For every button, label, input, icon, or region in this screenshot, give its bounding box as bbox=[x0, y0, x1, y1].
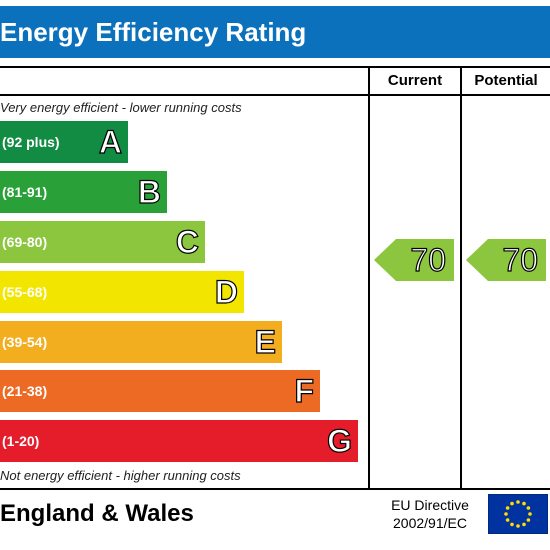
eu-star bbox=[505, 506, 510, 510]
column-header-current: Current bbox=[387, 72, 443, 89]
eu-flag-icon bbox=[488, 494, 548, 534]
rating-table bbox=[0, 66, 550, 490]
band-letter: C bbox=[175, 223, 199, 260]
column-divider-potential bbox=[460, 66, 462, 490]
note-efficient: Very energy efficient - lower running co… bbox=[0, 100, 242, 115]
eu-star bbox=[522, 501, 526, 506]
eu-star bbox=[505, 518, 510, 522]
eu-star bbox=[522, 522, 526, 527]
page-title: Energy Efficiency Rating bbox=[0, 17, 307, 47]
eu-directive-line2: 2002/91/EC bbox=[393, 515, 467, 531]
potential-rating-value: 70 bbox=[502, 241, 539, 278]
eu-directive-line1: EU Directive bbox=[391, 497, 469, 513]
band-g: (1-20) G bbox=[0, 420, 358, 462]
band-range: (81-91) bbox=[2, 184, 48, 200]
note-inefficient: Not energy efficient - higher running co… bbox=[0, 468, 241, 483]
eu-star bbox=[528, 512, 532, 516]
rating-header: Energy Efficiency Rating bbox=[0, 6, 550, 58]
eu-star bbox=[510, 522, 514, 527]
band-letter: E bbox=[254, 323, 277, 360]
eu-star bbox=[504, 512, 508, 516]
band-letter: A bbox=[98, 123, 122, 160]
band-range: (1-20) bbox=[2, 433, 40, 449]
band-range: (55-68) bbox=[2, 284, 48, 300]
band-letter: D bbox=[214, 273, 238, 310]
current-rating-value: 70 bbox=[410, 241, 447, 278]
band-letter: B bbox=[137, 173, 161, 210]
column-header-potential: Potential bbox=[474, 72, 538, 89]
footer-region: England & Wales bbox=[0, 500, 194, 527]
eu-star bbox=[510, 501, 514, 506]
eu-directive: EU Directive 2002/91/EC bbox=[372, 496, 488, 532]
band-c: (69-80) C bbox=[0, 221, 205, 263]
column-divider-current bbox=[368, 66, 370, 490]
eu-star bbox=[516, 500, 520, 504]
band-d: (55-68) D bbox=[0, 271, 244, 313]
band-range: (92 plus) bbox=[2, 134, 60, 150]
band-a: (92 plus) A bbox=[0, 121, 128, 163]
eu-star bbox=[526, 506, 531, 510]
band-range: (21-38) bbox=[2, 383, 48, 399]
potential-rating-arrow: 70 bbox=[466, 239, 546, 281]
band-b: (81-91) B bbox=[0, 171, 167, 213]
eu-star bbox=[526, 518, 531, 522]
band-e: (39-54) E bbox=[0, 321, 282, 363]
eu-stars-icon bbox=[504, 500, 532, 528]
band-range: (69-80) bbox=[2, 234, 48, 250]
eu-star bbox=[516, 524, 520, 528]
band-letter: F bbox=[294, 372, 315, 409]
band-f: (21-38) F bbox=[0, 370, 320, 412]
header-divider bbox=[0, 94, 550, 96]
band-letter: G bbox=[327, 422, 353, 459]
band-range: (39-54) bbox=[2, 334, 48, 350]
